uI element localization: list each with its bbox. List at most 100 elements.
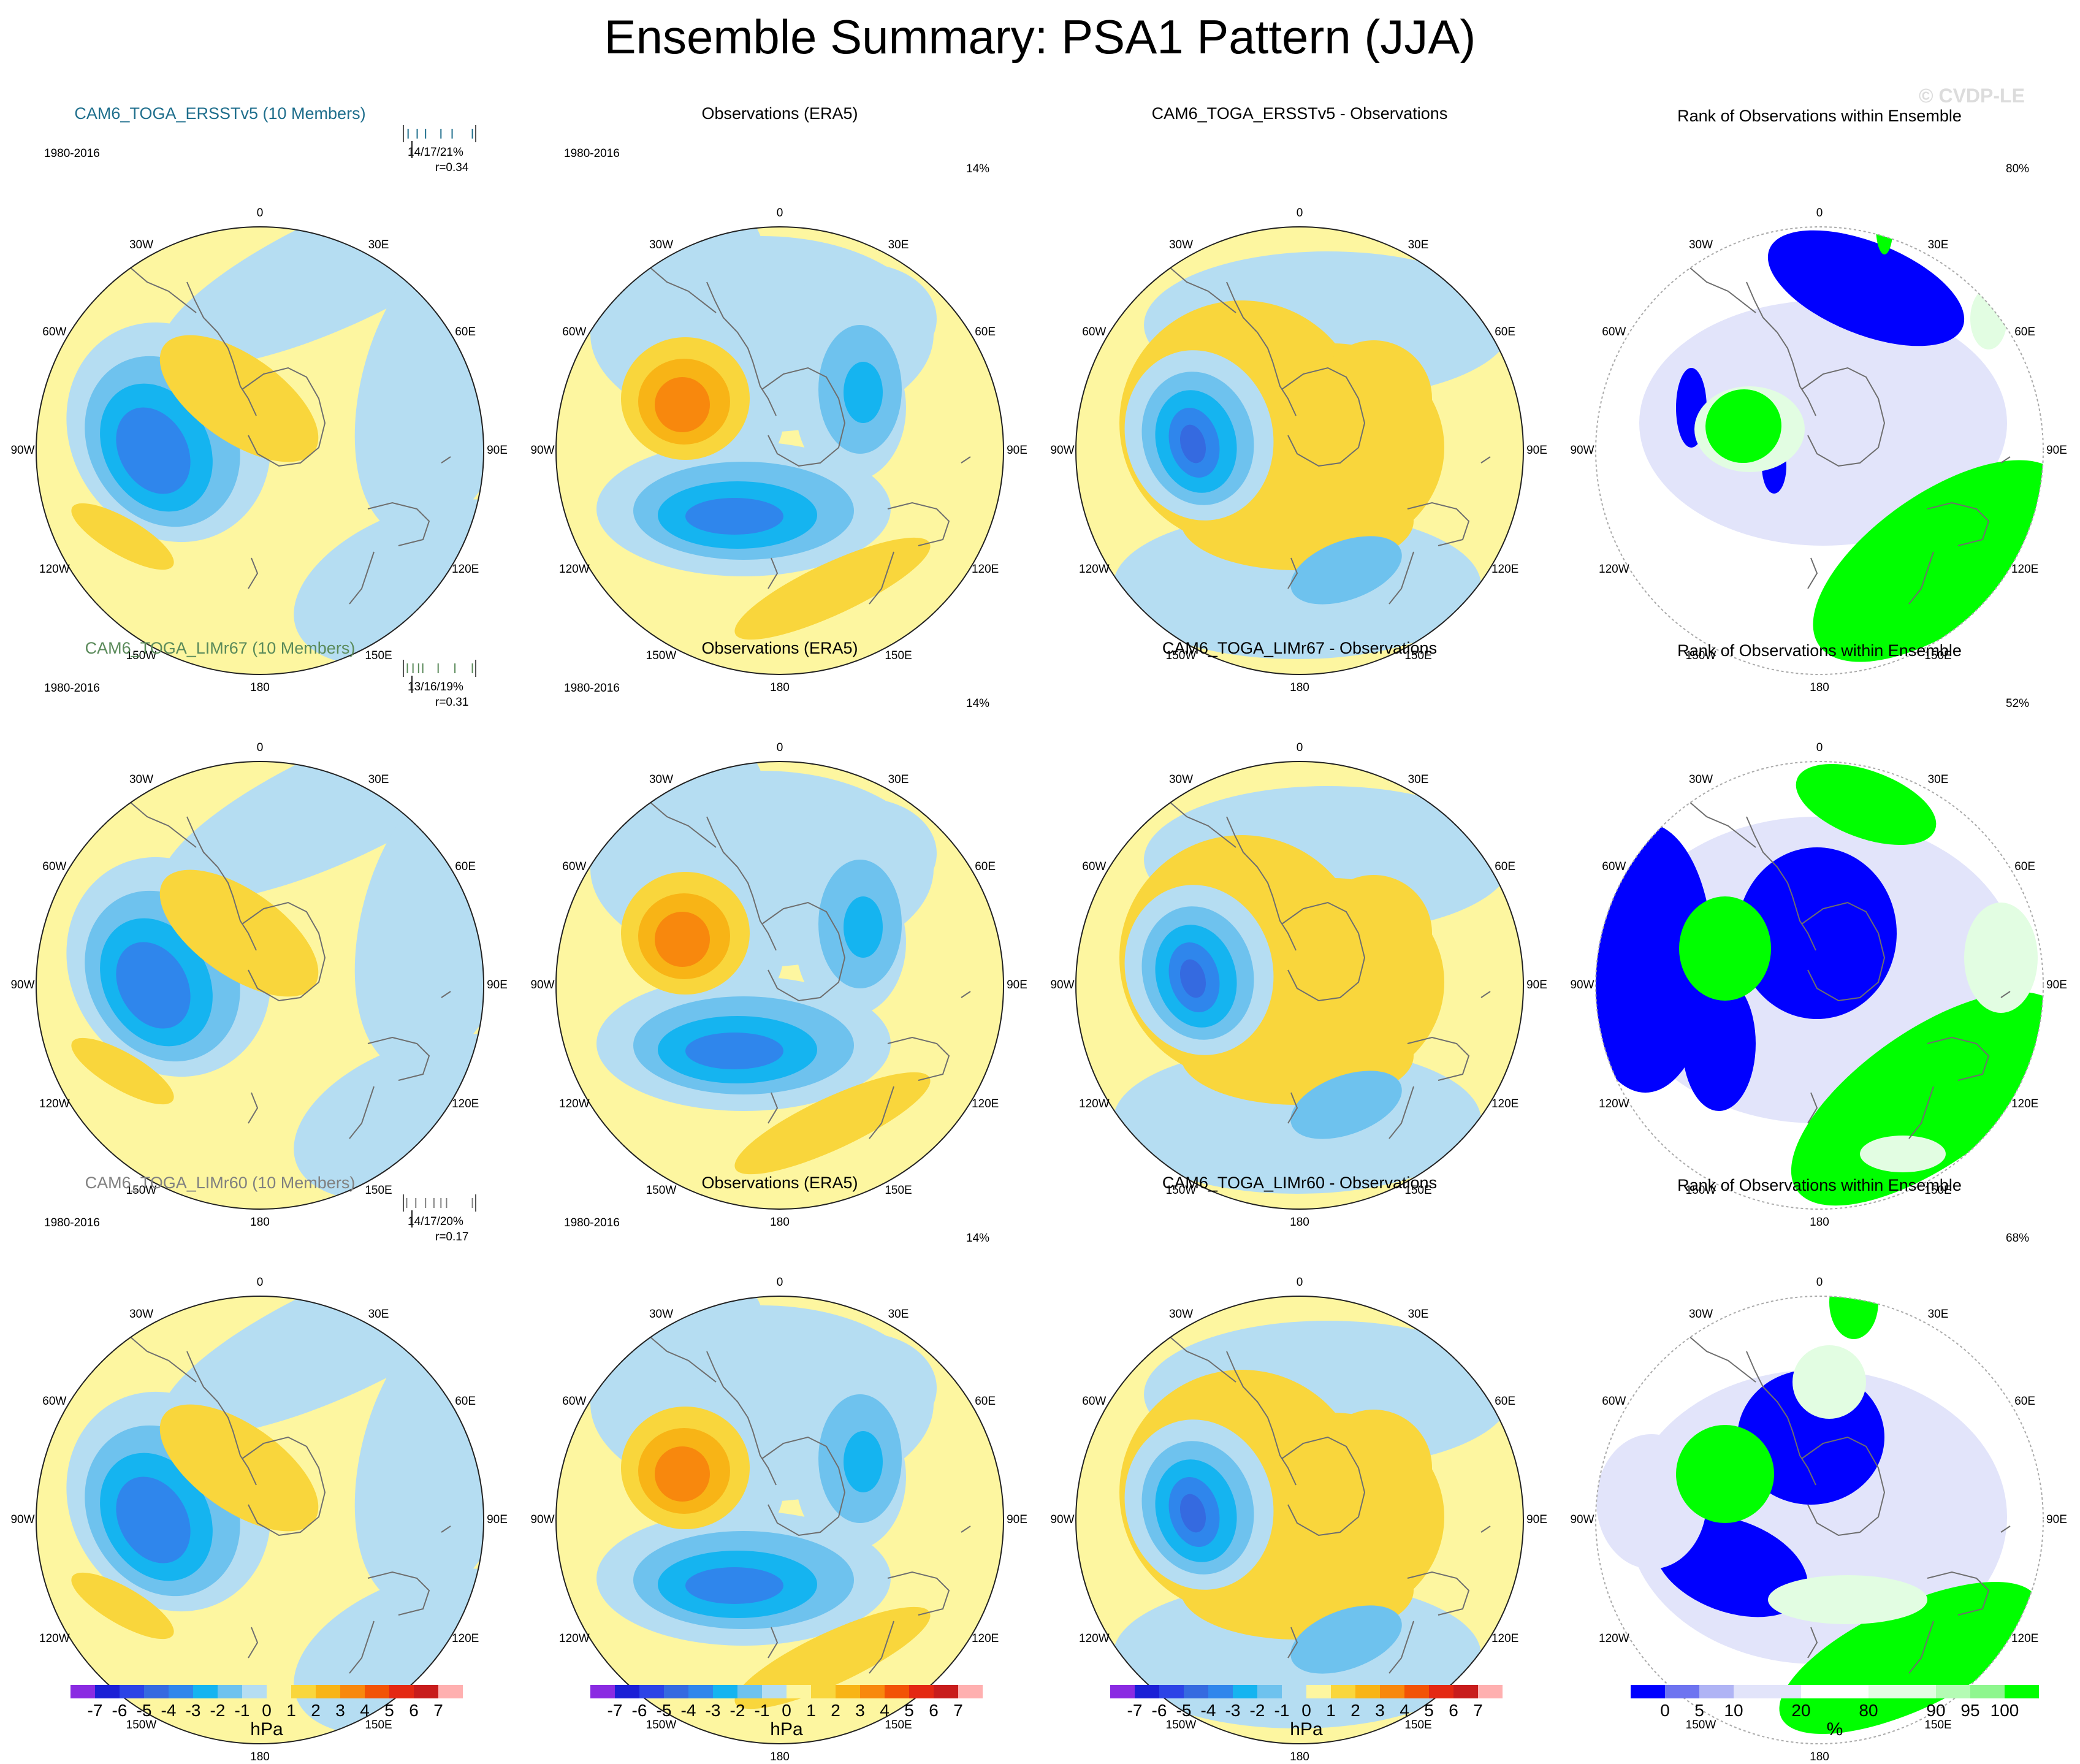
coastline	[1480, 1525, 1491, 1533]
coastline	[706, 816, 777, 951]
coastline	[1878, 762, 1922, 765]
diff-title: CAM6_TOGA_LIMr67 - Observations	[1162, 639, 1438, 657]
period-label: 1980-2016	[44, 147, 100, 160]
coastline	[565, 1301, 600, 1315]
colorbar-box	[242, 1685, 267, 1698]
rank-map	[1595, 761, 2044, 1210]
longitude-label: 120W	[559, 1632, 590, 1645]
longitude-label: 30E	[1927, 773, 1949, 786]
longitude-label: 90W	[1050, 444, 1075, 457]
coastline	[242, 901, 326, 1002]
longitude-label: 60E	[1495, 1394, 1516, 1408]
colorbar-tick-label: -1	[234, 1701, 250, 1720]
longitude-label: 30E	[368, 238, 389, 251]
member-tick-strip	[403, 1194, 476, 1228]
coastline	[367, 502, 430, 546]
colorbar-tick-label: 95	[1960, 1701, 1980, 1720]
contour-region	[685, 1033, 783, 1069]
colorbar-box	[934, 1685, 958, 1698]
diff-title: CAM6_TOGA_LIMr60 - Observations	[1162, 1174, 1438, 1192]
longitude-label: 120W	[559, 562, 590, 576]
contour-region	[685, 498, 783, 535]
coastline	[2025, 871, 2032, 891]
coastline	[1407, 1571, 1470, 1616]
longitude-label: 120E	[451, 1097, 479, 1110]
contour-region	[173, 340, 232, 408]
coastline	[2025, 1406, 2032, 1426]
hpa-colorbar-boxes	[70, 1685, 463, 1698]
contour-region	[1245, 1382, 1319, 1456]
colorbar-tick-label: 3	[335, 1701, 345, 1720]
longitude-label: 30W	[1688, 773, 1713, 786]
contour-region	[294, 1034, 484, 1201]
coastline	[1801, 901, 1886, 1002]
colorbar-tick-label: 6	[929, 1701, 939, 1720]
colorbar-box	[1936, 1685, 1970, 1698]
model-title: CAM6_TOGA_ERSSTv5 (10 Members)	[74, 104, 366, 123]
colorbar-box	[1631, 1685, 1665, 1698]
pct-label: 68%	[2006, 1232, 2030, 1245]
obs-panel-3: Observations (ERA5) 0 30E 60E 90E 120E 150E 180…	[520, 1149, 1040, 1763]
contour-region	[734, 1072, 931, 1175]
coastline	[961, 991, 971, 998]
colorbar-tick-label: 1	[806, 1701, 816, 1720]
contour-region	[593, 762, 765, 855]
colorbar-tick-label: -2	[730, 1701, 745, 1720]
watermark: © CVDP-LE	[1919, 85, 2025, 107]
longitude-label: 150W	[1685, 1184, 1716, 1197]
longitude-label: 120W	[1079, 562, 1110, 576]
longitude-label: 120E	[2011, 1632, 2039, 1645]
colorbar-tick-label: 2	[311, 1701, 321, 1720]
coastline	[761, 901, 846, 1002]
map-border	[36, 226, 484, 675]
colorbar-tick-label: -6	[631, 1701, 647, 1720]
rank-region	[1768, 1575, 1927, 1624]
coastline	[838, 1296, 882, 1300]
contour-region	[116, 1476, 191, 1564]
longitude-label: 150W	[1685, 1719, 1716, 1732]
colorbar-tick-label: 2	[1350, 1701, 1360, 1720]
rank-field	[1596, 1296, 2043, 1744]
coastline	[248, 1627, 259, 1659]
coastline	[1505, 1406, 1512, 1426]
contour-region	[655, 912, 710, 967]
colorbar-tick-label: 100	[1990, 1701, 2019, 1720]
rank-title: Rank of Observations within Ensemble	[1677, 1176, 1962, 1194]
anomaly-field	[36, 227, 484, 674]
contour-region	[655, 1446, 710, 1502]
longitude-label: 180	[1810, 1751, 1829, 1763]
rank-region	[1705, 389, 1781, 464]
longitude-label: 120W	[1079, 1097, 1110, 1110]
rank-map	[1595, 1296, 2044, 1744]
coastline	[869, 551, 894, 605]
colorbar-box	[1869, 1685, 1936, 1698]
contour-region	[354, 237, 484, 536]
model-map	[36, 761, 484, 1210]
colorbar-box	[1110, 1685, 1135, 1698]
longitude-label: 120E	[2011, 1097, 2039, 1110]
coastline	[1746, 1351, 1816, 1486]
colorbar-tick-label: -1	[1274, 1701, 1290, 1720]
longitude-label: 120E	[451, 1632, 479, 1645]
colorbar-box	[688, 1685, 713, 1698]
map-border	[555, 1296, 1004, 1744]
colorbar-box	[762, 1685, 787, 1698]
colorbar-tick-label: 0	[1301, 1701, 1311, 1720]
rank-field	[1596, 762, 2043, 1209]
coastline	[1908, 1621, 1934, 1674]
anomaly-field	[1076, 762, 1523, 1209]
correlation-label: r=0.34	[435, 161, 469, 174]
longitude-label: 0	[1296, 207, 1303, 220]
longitude-label: 120E	[1491, 562, 1519, 576]
longitude-label: 150E	[365, 1719, 392, 1732]
coastline	[1505, 871, 1512, 891]
longitude-label: 60E	[2014, 325, 2036, 338]
longitude-label: 120W	[39, 562, 70, 576]
longitude-label: 180	[1810, 1216, 1829, 1229]
model-title: CAM6_TOGA_LIMr60 (10 Members)	[85, 1174, 356, 1192]
longitude-label: 30W	[649, 238, 674, 251]
colorbar-box	[615, 1685, 639, 1698]
coastline	[1505, 337, 1512, 356]
contour-region	[294, 499, 484, 666]
colorbar-box	[95, 1685, 120, 1698]
